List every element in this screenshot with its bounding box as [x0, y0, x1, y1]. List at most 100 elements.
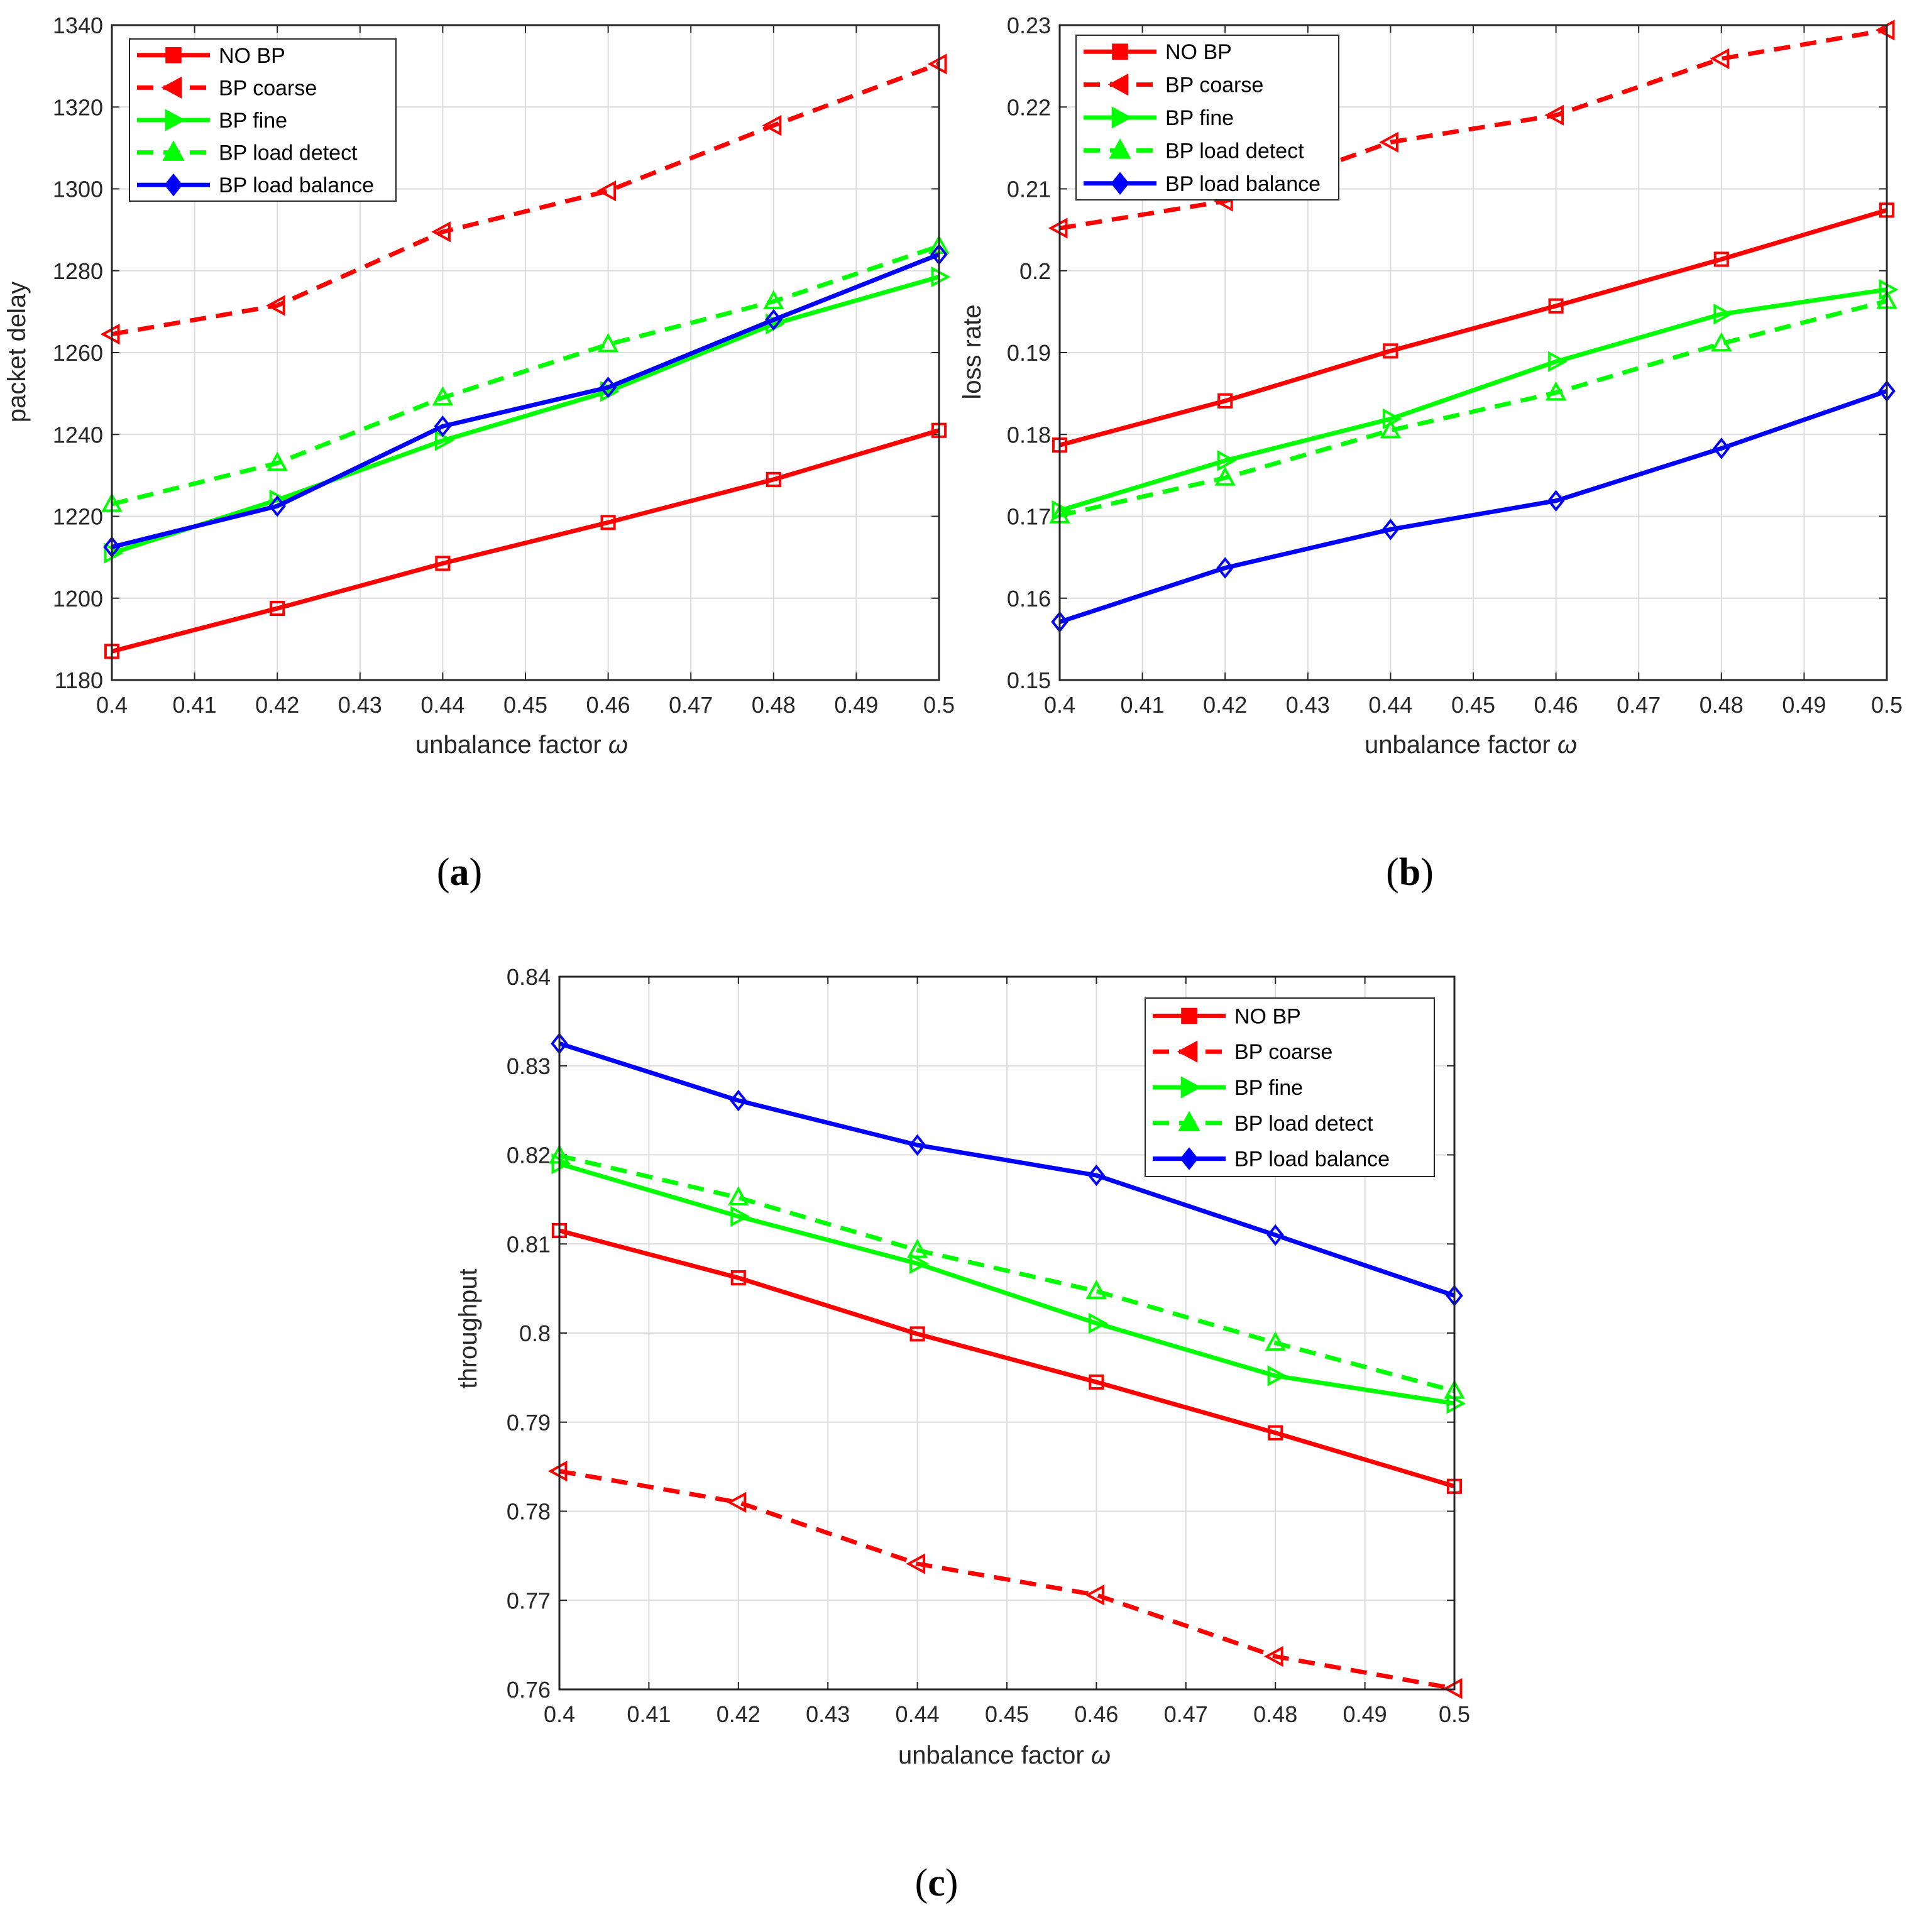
x-tick-label: 0.48	[1700, 692, 1744, 718]
data-point-no-bp	[909, 1326, 925, 1342]
y-tick-label: 0.8	[519, 1320, 551, 1346]
y-tick-label: 0.16	[1007, 586, 1051, 612]
y-tick-label: 1300	[53, 177, 103, 202]
data-point-bp-load-detect	[597, 332, 619, 353]
series-no-bp	[1052, 202, 1895, 453]
legend-label: BP coarse	[1234, 1040, 1332, 1064]
y-tick-label: 0.81	[507, 1231, 551, 1257]
data-point-bp-fine	[1446, 1393, 1466, 1414]
x-tick-label: 0.44	[1368, 692, 1412, 718]
x-tick-label: 0.4	[96, 692, 128, 718]
data-point-no-bp	[1713, 251, 1729, 267]
plot-area-c: 0.4 0.41 0.42 0.43 0.44 0.45 0.46 0.47 0.48 0.49 0…	[507, 964, 1470, 1727]
series-line-bp-fine	[559, 1161, 1455, 1406]
data-point-bp-load-detect	[1711, 332, 1732, 352]
data-point-bp-load-balance	[268, 495, 286, 517]
data-point-bp-load-balance	[1547, 490, 1565, 512]
y-tick-label: 1340	[53, 13, 103, 38]
series-bp-fine	[551, 1153, 1466, 1414]
y-tick-label: 0.17	[1007, 504, 1051, 530]
data-point-bp-coarse	[266, 295, 285, 316]
y-tick-label: 0.77	[507, 1588, 551, 1613]
series-line-bp-fine	[1058, 287, 1887, 513]
x-tick-label: 0.45	[985, 1701, 1029, 1727]
data-point-bp-fine	[1088, 1312, 1108, 1334]
legend-marker	[165, 109, 186, 131]
data-point-bp-fine	[1713, 304, 1733, 325]
legend-entry-no-bp: NO BP	[1084, 40, 1232, 64]
legend-label: BP load balance	[219, 173, 374, 197]
data-point-bp-load-detect	[1085, 1280, 1107, 1299]
x-tick-label: 0.44	[896, 1701, 940, 1727]
plot-area-b: 0.4 0.41 0.42 0.43 0.44 0.45 0.46 0.47 0.48 0.49 0…	[1007, 13, 1903, 718]
caption-b: (b)	[1386, 851, 1434, 894]
data-point-no-bp	[435, 556, 451, 571]
legend-entry-no-bp: NO BP	[137, 44, 285, 68]
legend-entry-no-bp: NO BP	[1153, 1004, 1301, 1028]
data-point-bp-load-balance	[599, 376, 617, 398]
legend-label: NO BP	[1165, 40, 1232, 64]
data-point-bp-coarse	[1544, 104, 1564, 126]
legend-marker	[1177, 1040, 1198, 1063]
x-tick-label: 0.4	[544, 1701, 575, 1727]
data-point-no-bp	[270, 600, 285, 617]
legend-label: BP load detect	[1165, 139, 1304, 163]
data-point-bp-fine	[1217, 450, 1237, 471]
x-tick-label: 0.42	[717, 1701, 761, 1727]
x-tick-label: 0.42	[255, 692, 299, 718]
legend-entry-bp-coarse: BP coarse	[137, 76, 317, 100]
data-point-bp-coarse	[1085, 1584, 1104, 1606]
data-point-bp-coarse	[762, 114, 782, 136]
y-tick-label: 0.79	[507, 1410, 551, 1435]
x-tick-label: 0.46	[586, 692, 630, 718]
y-tick-label: 0.21	[1007, 177, 1051, 202]
x-tick-label: 0.42	[1203, 692, 1247, 718]
caption-c: (c)	[915, 1862, 959, 1904]
x-tick-label: 0.4	[1044, 692, 1075, 718]
legend-label: BP load balance	[1234, 1148, 1390, 1172]
x-tick-label: 0.48	[1253, 1701, 1297, 1727]
data-point-bp-load-balance	[1216, 557, 1234, 579]
y-tick-label: 0.84	[507, 964, 551, 990]
x-tick-label: 0.43	[806, 1701, 850, 1727]
data-point-bp-load-balance	[1266, 1224, 1284, 1246]
chart-panel-b: 0.4 0.41 0.42 0.43 0.44 0.45 0.46 0.47 0.48 0.49 0…	[959, 13, 1903, 894]
x-tick-label: 0.48	[752, 692, 796, 718]
x-tick-label: 0.47	[1164, 1701, 1208, 1727]
legend-label: BP coarse	[1165, 74, 1263, 97]
data-point-no-bp	[766, 471, 781, 487]
y-tick-label: 0.83	[507, 1053, 551, 1079]
legend-label: BP fine	[1165, 106, 1234, 130]
x-tick-label: 0.43	[1286, 692, 1330, 718]
data-point-bp-load-balance	[908, 1134, 926, 1156]
data-point-bp-coarse	[431, 221, 451, 243]
x-tick-label: 0.47	[669, 692, 713, 718]
plot-area-a: 0.4 0.41 0.42 0.43 0.44 0.45 0.46 0.47 0.48 0.49 0…	[53, 13, 955, 718]
y-tick-label: 1240	[53, 422, 103, 447]
legend-marker	[1181, 1007, 1197, 1024]
legend-entry-bp-load-detect: BP load detect	[1084, 138, 1304, 163]
legend-label: BP fine	[219, 109, 287, 133]
x-tick-label: 0.5	[1439, 1701, 1470, 1727]
legend-marker	[164, 173, 183, 197]
data-point-bp-fine	[931, 266, 951, 288]
data-point-bp-load-detect	[432, 386, 454, 406]
data-point-bp-load-detect	[266, 451, 288, 471]
data-point-bp-fine	[1548, 351, 1568, 372]
legend-marker	[165, 47, 182, 63]
legend-marker	[1111, 106, 1133, 129]
axes-frame	[558, 975, 1456, 1691]
legend-marker	[1112, 43, 1128, 60]
legend-entry-bp-coarse: BP coarse	[1153, 1040, 1332, 1064]
series-line-bp-coarse	[1059, 28, 1887, 231]
data-point-bp-load-detect	[728, 1186, 749, 1206]
x-axis-label-c: unbalance factor ω	[898, 1742, 1111, 1769]
legend-marker	[1109, 138, 1131, 159]
legend-entry-bp-fine: BP fine	[137, 109, 287, 133]
data-point-bp-load-balance	[1713, 437, 1730, 459]
legend: NO BP BP coarse BP fine BP load detect BP lo…	[1075, 35, 1339, 200]
x-tick-label: 0.41	[627, 1701, 671, 1727]
series-line-bp-load-balance	[1058, 388, 1888, 624]
data-point-bp-fine	[909, 1253, 929, 1275]
legend-marker	[1178, 1111, 1200, 1132]
